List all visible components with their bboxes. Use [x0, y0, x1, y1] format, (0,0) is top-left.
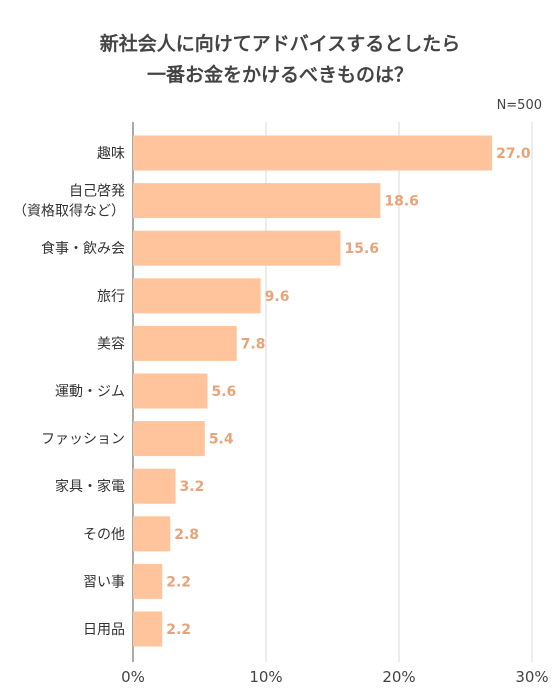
bar-9	[133, 563, 163, 599]
value-labels: 27.0 18.6 15.6 9.6 7.8 5.6 5.4 3.2 2.8 2.2 2.2	[166, 146, 531, 638]
value-label-6: 5.4	[209, 432, 234, 448]
category-label-10: 日用品	[83, 622, 125, 638]
value-label-9: 2.2	[166, 574, 191, 590]
bar-1	[133, 183, 381, 219]
x-tick-label-20: 20%	[382, 668, 415, 686]
chart-title-line-2: 一番お金をかけるべきものは？	[147, 63, 413, 86]
bar-8	[133, 516, 171, 552]
value-label-0: 27.0	[496, 146, 531, 162]
value-label-2: 15.6	[344, 241, 379, 257]
bar-3	[133, 278, 261, 314]
value-label-1: 18.6	[384, 194, 419, 210]
category-label-5: 運動・ジム	[55, 384, 125, 400]
sample-size-note: N=500	[497, 98, 542, 113]
category-label-2: 食事・飲み会	[41, 240, 125, 257]
category-label-0: 趣味	[97, 146, 125, 162]
x-tick-label-10: 10%	[249, 668, 282, 686]
category-label-1-line-0: 自己啓発	[69, 184, 125, 200]
bar-0	[133, 135, 493, 171]
category-label-8: その他	[83, 527, 125, 543]
x-tick-labels: 0% 10% 20% 30%	[121, 668, 549, 686]
value-label-10: 2.2	[166, 622, 191, 638]
value-label-4: 7.8	[241, 336, 266, 352]
value-label-5: 5.6	[211, 384, 236, 400]
value-label-3: 9.6	[265, 289, 290, 305]
bar-4	[133, 325, 237, 361]
x-tick-label-0: 0%	[121, 668, 145, 686]
value-label-8: 2.8	[174, 527, 199, 543]
chart-title-line-1: 新社会人に向けてアドバイスするとしたら	[100, 32, 460, 55]
bars	[133, 135, 493, 647]
bar-7	[133, 468, 176, 504]
bar-10	[133, 611, 163, 647]
bar-6	[133, 421, 205, 457]
bar-2	[133, 230, 341, 266]
category-label-3: 旅行	[97, 289, 125, 305]
category-label-6: ファッション	[41, 432, 125, 448]
bar-5	[133, 373, 208, 409]
category-label-4: 美容	[97, 335, 125, 352]
x-tick-label-30: 30%	[515, 668, 548, 686]
value-label-7: 3.2	[180, 479, 205, 495]
category-label-9: 習い事	[83, 574, 125, 590]
category-label-1-line-1: （資格取得など）	[13, 203, 125, 220]
category-label-7: 家具・家電	[55, 478, 125, 495]
